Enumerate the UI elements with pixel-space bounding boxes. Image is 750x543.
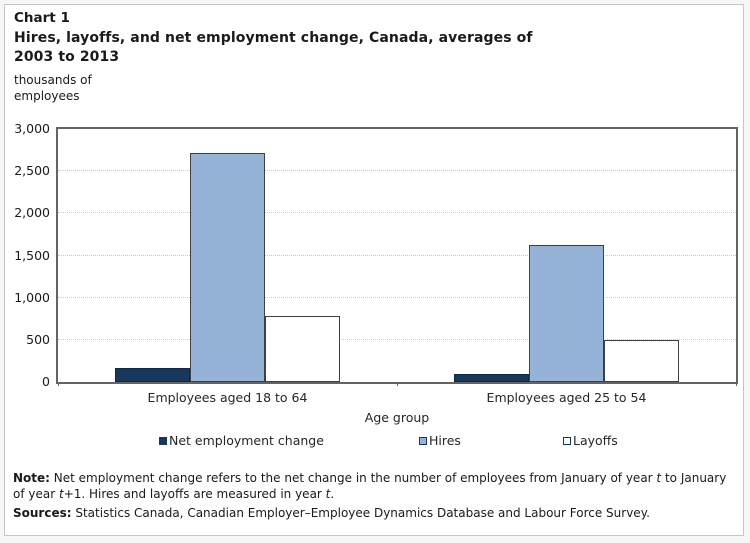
bar-net-employment-change — [115, 368, 190, 382]
note-text: Net employment change refers to the net … — [13, 471, 727, 501]
axis-tick — [397, 382, 398, 386]
gridline — [58, 296, 736, 298]
legend-label: Net employment change — [169, 433, 324, 448]
axis-tick — [58, 382, 59, 386]
footnotes: Note: Net employment change refers to th… — [13, 470, 729, 524]
ytick-label: 2,500 — [14, 163, 50, 179]
bar-hires — [190, 153, 265, 382]
note: Note: Net employment change refers to th… — [13, 470, 729, 502]
chart-title: Hires, layoffs, and net employment chang… — [14, 30, 533, 65]
legend-label: Hires — [429, 433, 461, 448]
ytick-label: 0 — [42, 374, 50, 389]
gridline — [58, 338, 736, 340]
x-axis-title: Age group — [364, 410, 430, 425]
axis-tick — [736, 382, 737, 386]
category-label: Employees aged 18 to 64 — [147, 390, 308, 405]
plot-area — [56, 127, 738, 384]
gridline — [58, 212, 736, 214]
bar-layoffs — [265, 316, 340, 382]
y-axis-unit-label: thousands of employees — [14, 73, 92, 103]
note-label: Note: — [13, 471, 50, 485]
bar-hires — [529, 245, 604, 382]
legend-marker-layoffs — [563, 437, 571, 445]
sources-text: Statistics Canada, Canadian Employer–Emp… — [71, 506, 650, 520]
legend-item: Layoffs — [563, 433, 618, 448]
gridline — [58, 170, 736, 172]
ytick-label: 1,500 — [14, 247, 50, 263]
ytick-label: 1,000 — [14, 289, 50, 305]
gridline — [58, 254, 736, 256]
bar-net-employment-change — [454, 374, 529, 382]
category-label: Employees aged 25 to 54 — [486, 390, 647, 405]
legend-item: Hires — [419, 433, 461, 448]
bar-layoffs — [604, 340, 679, 382]
legend-item: Net employment change — [159, 433, 324, 448]
ytick-label: 500 — [26, 331, 50, 347]
ytick-label: 3,000 — [14, 121, 50, 136]
legend-label: Layoffs — [573, 433, 618, 448]
legend-marker-hires — [419, 437, 427, 445]
ytick-label: 2,000 — [14, 205, 50, 221]
sources-label: Sources: — [13, 506, 72, 520]
legend-marker-net-employment-change — [159, 437, 167, 445]
chart-number: Chart 1 — [14, 10, 70, 26]
sources: Sources: Statistics Canada, Canadian Emp… — [13, 505, 729, 521]
